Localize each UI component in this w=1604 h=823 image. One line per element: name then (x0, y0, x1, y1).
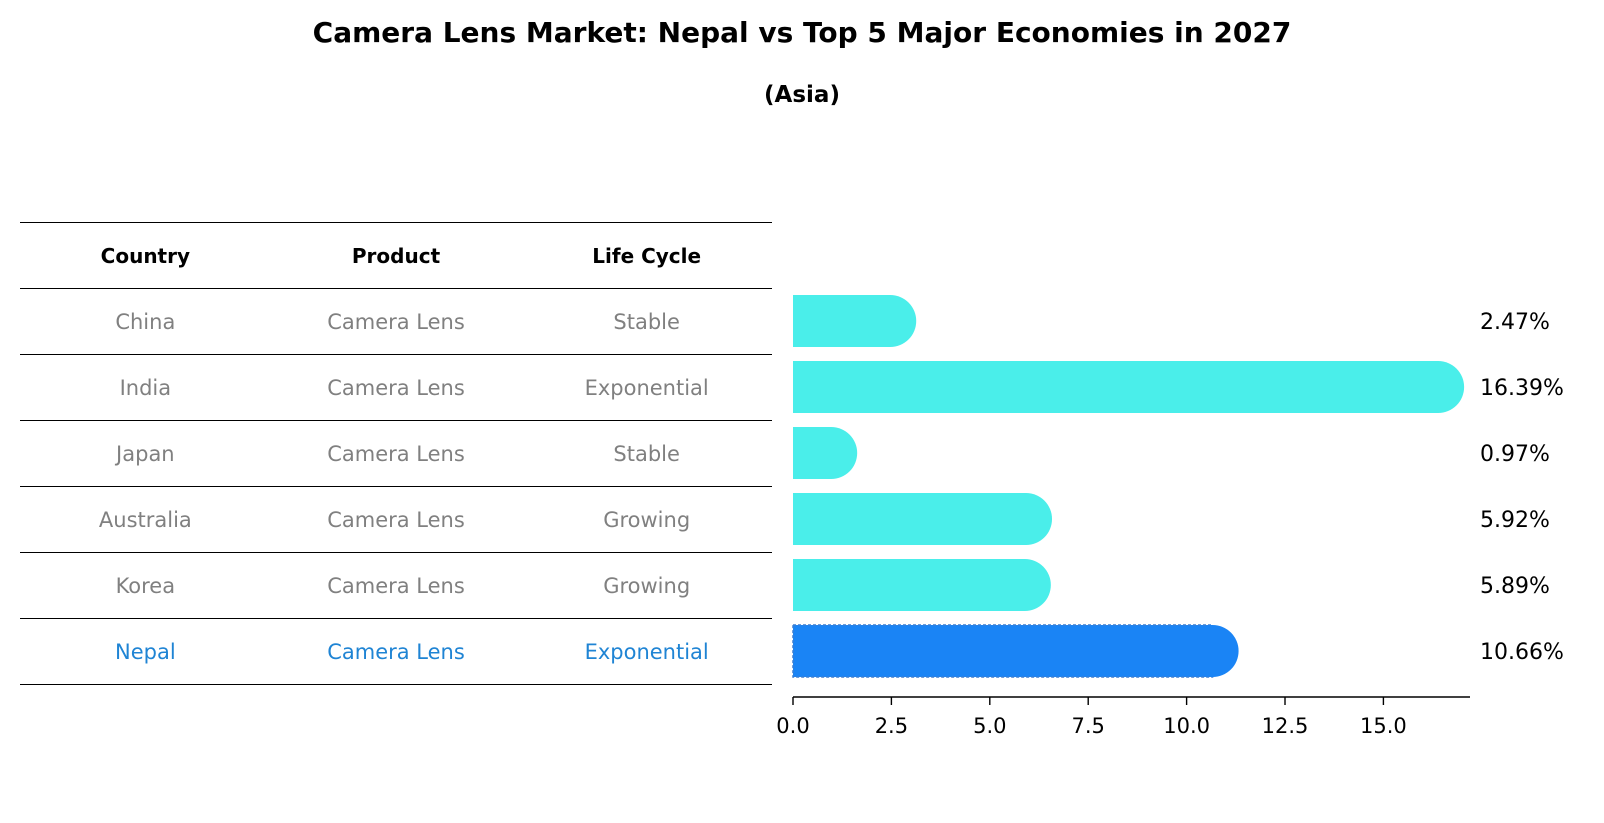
x-tick-label: 5.0 (973, 714, 1006, 738)
life-cycle-cell: Growing (603, 573, 691, 598)
bar-cap-china (864, 295, 917, 347)
life-cycle-cell: Growing (603, 507, 691, 532)
x-tick-label: 7.5 (1072, 714, 1105, 738)
table-header-row: Country Product Life Cycle (20, 222, 772, 288)
data-table: Country Product Life Cycle China Camera … (20, 222, 772, 685)
table-row: Australia Camera Lens Growing (20, 486, 772, 552)
table-row: Korea Camera Lens Growing (20, 552, 772, 618)
value-label-korea: 5.89% (1480, 574, 1550, 599)
country-cell: Australia (98, 507, 192, 532)
product-cell: Camera Lens (327, 375, 465, 400)
bar-cap-australia (1000, 493, 1053, 545)
chart-subtitle: (Asia) (764, 82, 840, 108)
header-country: Country (100, 243, 191, 268)
bar-cap-nepal (1186, 625, 1239, 677)
life-cycle-cell: Stable (613, 441, 680, 466)
table-row: India Camera Lens Exponential (20, 354, 772, 420)
bar-cap-india (1412, 361, 1465, 413)
header-product: Product (351, 243, 441, 268)
product-cell: Camera Lens (327, 573, 465, 598)
bar-nepal (792, 624, 1214, 678)
value-label-japan: 0.97% (1480, 442, 1550, 467)
country-cell: Japan (116, 441, 175, 466)
table-row: Japan Camera Lens Stable (20, 420, 772, 486)
x-tick-label: 12.5 (1262, 714, 1309, 738)
product-cell: Camera Lens (327, 507, 465, 532)
x-tick-label: 0.0 (776, 714, 809, 738)
bar-cap-japan (805, 427, 858, 479)
bar-cap-korea (998, 559, 1051, 611)
value-label-india: 16.39% (1480, 376, 1564, 401)
chart-title: Camera Lens Market: Nepal vs Top 5 Major… (312, 16, 1292, 49)
country-cell: India (119, 375, 172, 400)
life-cycle-cell: Stable (613, 309, 680, 334)
x-tick-label: 10.0 (1163, 714, 1210, 738)
value-label-china: 2.47% (1480, 310, 1550, 335)
x-tick-label: 15.0 (1360, 714, 1407, 738)
value-label-australia: 5.92% (1480, 508, 1550, 533)
product-cell: Camera Lens (327, 309, 465, 334)
life-cycle-cell: Exponential (584, 639, 709, 664)
bar-australia (793, 493, 1027, 545)
country-cell: China (115, 309, 176, 334)
table-row: China Camera Lens Stable (20, 288, 772, 354)
country-cell: Nepal (115, 639, 176, 664)
life-cycle-cell: Exponential (584, 375, 709, 400)
table-row-highlight: Nepal Camera Lens Exponential (20, 618, 772, 685)
bar-india (793, 361, 1439, 413)
x-tick-label: 2.5 (875, 714, 908, 738)
country-cell: Korea (115, 573, 176, 598)
value-label-nepal: 10.66% (1480, 640, 1564, 665)
header-life-cycle: Life Cycle (592, 243, 702, 268)
bar-korea (793, 559, 1025, 611)
product-cell: Camera Lens (327, 441, 465, 466)
product-cell: Camera Lens (327, 639, 465, 664)
